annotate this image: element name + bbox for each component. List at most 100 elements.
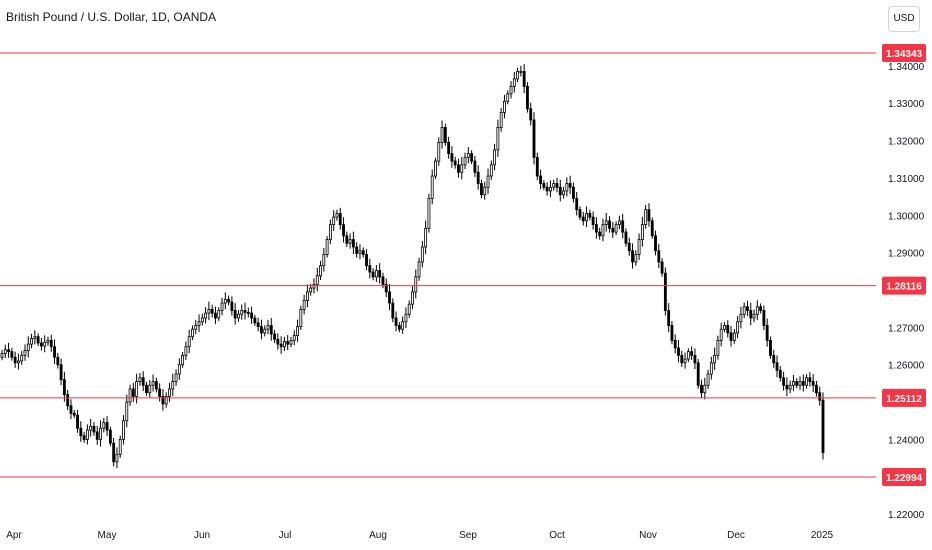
candle-up — [200, 317, 204, 323]
candle-down — [575, 198, 579, 211]
candle-down — [394, 317, 398, 326]
price-tick-label: 1.34000 — [888, 62, 925, 73]
candle-up — [466, 153, 470, 158]
candle-up — [512, 78, 516, 87]
candle-up — [263, 328, 267, 334]
candle-up — [171, 381, 175, 390]
candle-down — [539, 175, 542, 184]
candle-down — [581, 216, 585, 222]
candle-up — [493, 149, 497, 166]
time-tick-label: Dec — [727, 530, 745, 541]
candle-down — [470, 153, 474, 162]
candle-up — [99, 427, 102, 440]
candle-down — [647, 209, 651, 222]
candle-up — [23, 350, 27, 356]
currency-button[interactable]: USD — [888, 6, 920, 32]
candle-up — [302, 300, 306, 310]
candle-down — [210, 309, 214, 314]
candle-down — [49, 340, 53, 348]
candle-up — [713, 354, 717, 364]
candle-down — [532, 119, 536, 158]
time-tick-label: Apr — [6, 530, 22, 541]
price-tick-label: 1.27000 — [888, 323, 925, 334]
candle-up — [164, 396, 168, 405]
price-axis[interactable]: 1.34000 1.33000 1.32000 1.31000 1.30000 1.290… — [888, 62, 925, 521]
candle-down — [650, 220, 654, 237]
candle-down — [654, 235, 657, 252]
candle-down — [657, 250, 661, 263]
time-tick-label: Sep — [459, 530, 477, 541]
candle-down — [10, 351, 14, 358]
candle-up — [503, 100, 506, 113]
candle-up — [420, 246, 424, 263]
price-tick-label: 1.32000 — [888, 137, 925, 148]
candle-down — [746, 306, 749, 311]
candle-up — [122, 420, 125, 440]
time-tick-label: Jun — [194, 530, 210, 541]
candle-down — [690, 351, 694, 356]
candle-up — [207, 309, 211, 314]
candle-down — [250, 312, 254, 319]
candle-up — [792, 381, 795, 386]
candle-up — [332, 216, 336, 225]
candle-down — [66, 394, 70, 407]
candle-up — [309, 287, 313, 293]
candle-down — [611, 227, 615, 233]
candle-down — [529, 108, 533, 121]
candle-down — [542, 183, 546, 188]
price-tick-label: 1.30000 — [888, 211, 925, 222]
candle-up — [315, 275, 319, 285]
candle-up — [562, 190, 565, 196]
candle-up — [732, 332, 736, 341]
candle-up — [289, 340, 293, 345]
candle-up — [601, 224, 605, 237]
candle-up — [0, 353, 4, 358]
candle-down — [808, 377, 812, 382]
candle-down — [457, 164, 460, 173]
candle-up — [312, 283, 316, 289]
candle-down — [276, 338, 280, 345]
candle-down — [473, 160, 477, 173]
candle-up — [319, 265, 322, 277]
candle-up — [325, 239, 329, 255]
candle-down — [260, 326, 263, 334]
candle-down — [680, 354, 684, 364]
candle-up — [489, 164, 493, 177]
time-axis[interactable]: Apr May Jun Jul Aug Sep Oct Nov Dec 2025 — [6, 530, 833, 541]
candle-down — [246, 311, 250, 314]
candle-down — [365, 254, 368, 267]
candle-down — [59, 364, 63, 381]
candle-down — [342, 224, 345, 237]
candle-down — [112, 442, 116, 463]
chart-title: British Pound / U.S. Dollar, 1D, OANDA — [6, 10, 217, 24]
level-price-tag — [882, 276, 926, 295]
candle-up — [752, 313, 756, 319]
candle-down — [108, 429, 112, 444]
candle-up — [30, 338, 33, 345]
candle-down — [95, 431, 99, 440]
candle-up — [709, 362, 713, 375]
candle-down — [811, 381, 815, 386]
candle-up — [358, 250, 362, 254]
candle-up — [496, 127, 500, 151]
candle-up — [128, 388, 132, 403]
candle-down — [631, 250, 634, 263]
candle-down — [785, 384, 789, 390]
candle-up — [644, 209, 648, 225]
candle-up — [85, 429, 89, 440]
candle-down — [762, 310, 766, 326]
level-price-tag — [882, 388, 926, 407]
candle-up — [148, 384, 152, 394]
candle-up — [437, 142, 441, 162]
candle-down — [621, 220, 625, 233]
candle-down — [772, 354, 776, 364]
candle-up — [348, 239, 352, 244]
candle-up — [197, 321, 201, 326]
level-price-label: 1.22994 — [886, 473, 923, 484]
candle-up — [292, 335, 296, 341]
candle-up — [499, 112, 503, 128]
candle-down — [588, 212, 592, 218]
candle-down — [338, 212, 342, 225]
candle-up — [46, 340, 50, 343]
